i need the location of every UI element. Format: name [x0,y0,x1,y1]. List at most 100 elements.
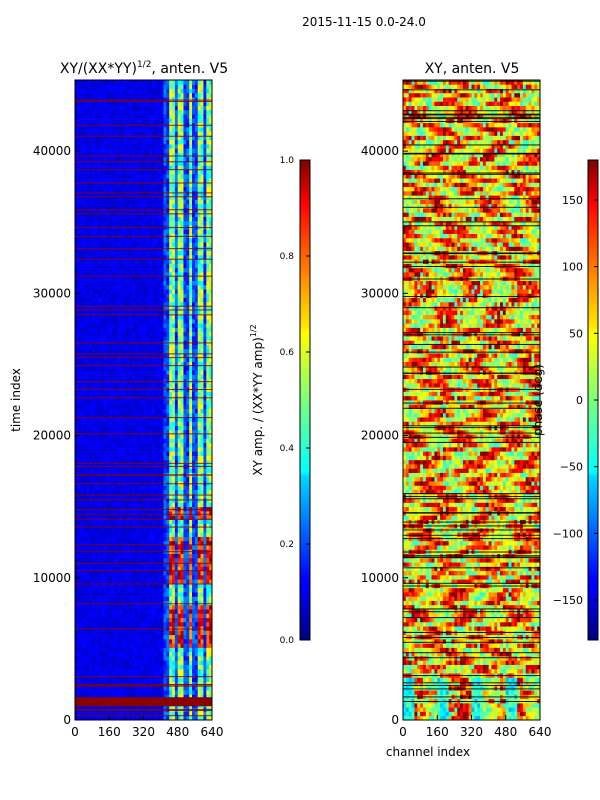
left-heatmap-cell [140,297,144,303]
left-heatmap-cell [77,408,82,414]
left-heatmap-cell [129,280,133,286]
left-heatmap-cell [183,489,187,495]
left-heatmap-cell [114,651,119,657]
left-heatmap-cell [117,442,122,448]
left-heatmap-cell [189,656,193,661]
left-heatmap-cell [114,301,119,307]
left-heatmap-cell [117,681,122,687]
left-heatmap-cell [160,348,164,354]
left-heatmap-cell [203,357,207,362]
left-heatmap-cell [97,468,102,473]
left-heatmap-cell [166,357,170,362]
left-heatmap-cell [106,284,110,290]
left-heatmap-cell [186,604,190,610]
left-heatmap-cell [97,566,102,572]
left-heatmap-cell [86,404,90,409]
left-heatmap-cell [152,540,156,546]
left-heatmap-cell [177,609,181,614]
left-heatmap-cell [186,502,190,508]
left-heatmap-cell [174,536,179,542]
left-heatmap-cell [160,536,164,542]
left-heatmap-cell [77,621,82,627]
left-heatmap-cell [143,502,147,508]
left-heatmap-cell [146,361,150,367]
left-heatmap-cell [189,357,193,362]
left-heatmap-cell [149,476,153,482]
left-heatmap-cell [192,374,196,380]
left-heatmap-cell [94,647,99,653]
left-heatmap-cell [134,540,139,546]
left-heatmap-cell [94,438,99,444]
left-heatmap-cell [137,502,142,508]
left-heatmap-cell [100,446,104,452]
left-heatmap-cell [209,664,213,670]
left-heatmap-cell [123,609,127,614]
left-heatmap-cell [112,378,116,384]
left-heatmap-cell [163,519,167,525]
left-heatmap-cell [94,434,99,439]
left-heatmap-cell [132,370,136,375]
left-heatmap-cell [86,301,90,307]
left-heatmap-cell [103,348,107,354]
left-heatmap-cell [174,656,179,661]
left-heatmap-cell [89,630,93,636]
left-heatmap-cell [106,476,110,482]
left-heatmap-cell [154,314,159,320]
left-heatmap-cell [206,532,210,537]
left-heatmap-cell [123,587,127,593]
left-heatmap-cell [117,280,122,286]
left-heatmap-cell [200,374,204,380]
left-heatmap-cell [94,523,99,529]
left-heatmap-cell [86,344,90,350]
left-heatmap-cell [206,284,210,290]
left-heatmap-cell [203,297,207,303]
left-heatmap-cell [100,370,104,375]
left-heatmap-cell [94,327,99,333]
left-heatmap-cell [209,668,213,674]
left-heatmap-cell [126,301,130,307]
left-title-rest: , anten. V5 [151,61,228,77]
left-heatmap-cell [197,331,201,337]
left-heatmap-cell [123,630,127,636]
left-heatmap-cell [200,604,204,610]
left-heatmap-cell [197,408,201,414]
left-heatmap-cell [97,715,102,721]
left-heatmap-cell [157,476,162,482]
left-heatmap-cell [200,493,204,499]
left-heatmap-cell [83,604,87,610]
left-heatmap-cell [197,468,201,473]
left-heatmap-cell [132,600,136,606]
left-heatmap-cell [177,429,181,435]
left-heatmap-cell [120,318,124,324]
left-title-main: XY/(XX*YY) [60,61,137,77]
left-heatmap-cell [157,412,162,418]
left-heatmap-cell [189,365,193,371]
left-heatmap-cell [94,489,99,495]
left-heatmap-cell [183,528,187,533]
left-heatmap-cell [183,357,187,362]
left-heatmap-cell [154,301,159,307]
left-heatmap-cell [166,604,170,610]
left-heatmap-cell [146,557,150,563]
left-heatmap-cell [163,280,167,286]
left-heatmap-cell [194,506,199,512]
left-heatmap-cell [94,348,99,354]
left-heatmap-cell [97,370,102,375]
left-heatmap-cell [203,284,207,290]
left-heatmap-cell [114,489,119,495]
left-heatmap-cell [197,557,201,563]
left-heatmap-cell [77,327,82,333]
left-heatmap-cell [114,306,119,311]
left-heatmap-cell [172,587,176,593]
left-heatmap-cell [83,545,87,550]
left-heatmap-cell [160,476,164,482]
left-heatmap-cell [180,421,184,426]
left-heatmap-cell [100,681,104,687]
left-heatmap-cell [129,293,133,298]
left-heatmap-cell [112,353,116,358]
left-heatmap-cell [203,289,207,294]
left-heatmap-cell [109,314,113,320]
left-heatmap-cell [94,609,99,614]
left-heatmap-cell [132,592,136,597]
left-heatmap-cell [157,510,162,516]
